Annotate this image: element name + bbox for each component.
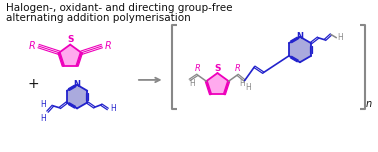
Text: R: R [194, 64, 200, 73]
Text: H: H [41, 100, 46, 109]
Text: H: H [337, 33, 343, 42]
Text: H: H [41, 114, 46, 123]
Text: H: H [240, 79, 245, 88]
Polygon shape [206, 73, 229, 94]
Polygon shape [289, 37, 311, 62]
Text: +: + [27, 77, 39, 91]
Polygon shape [59, 45, 81, 66]
Text: H: H [246, 83, 251, 92]
Text: R: R [29, 41, 36, 51]
Text: N: N [296, 32, 304, 41]
Text: H: H [190, 79, 195, 88]
Text: R: R [105, 41, 112, 51]
Polygon shape [67, 85, 87, 108]
Text: alternating addition polymerisation: alternating addition polymerisation [6, 13, 191, 23]
Text: n: n [366, 99, 372, 109]
Text: H: H [110, 104, 116, 114]
Text: S: S [67, 35, 73, 44]
Text: N: N [74, 80, 81, 89]
Text: R: R [235, 64, 240, 73]
Text: Halogen-, oxidant- and directing group-free: Halogen-, oxidant- and directing group-f… [6, 3, 233, 13]
Text: S: S [214, 64, 221, 73]
